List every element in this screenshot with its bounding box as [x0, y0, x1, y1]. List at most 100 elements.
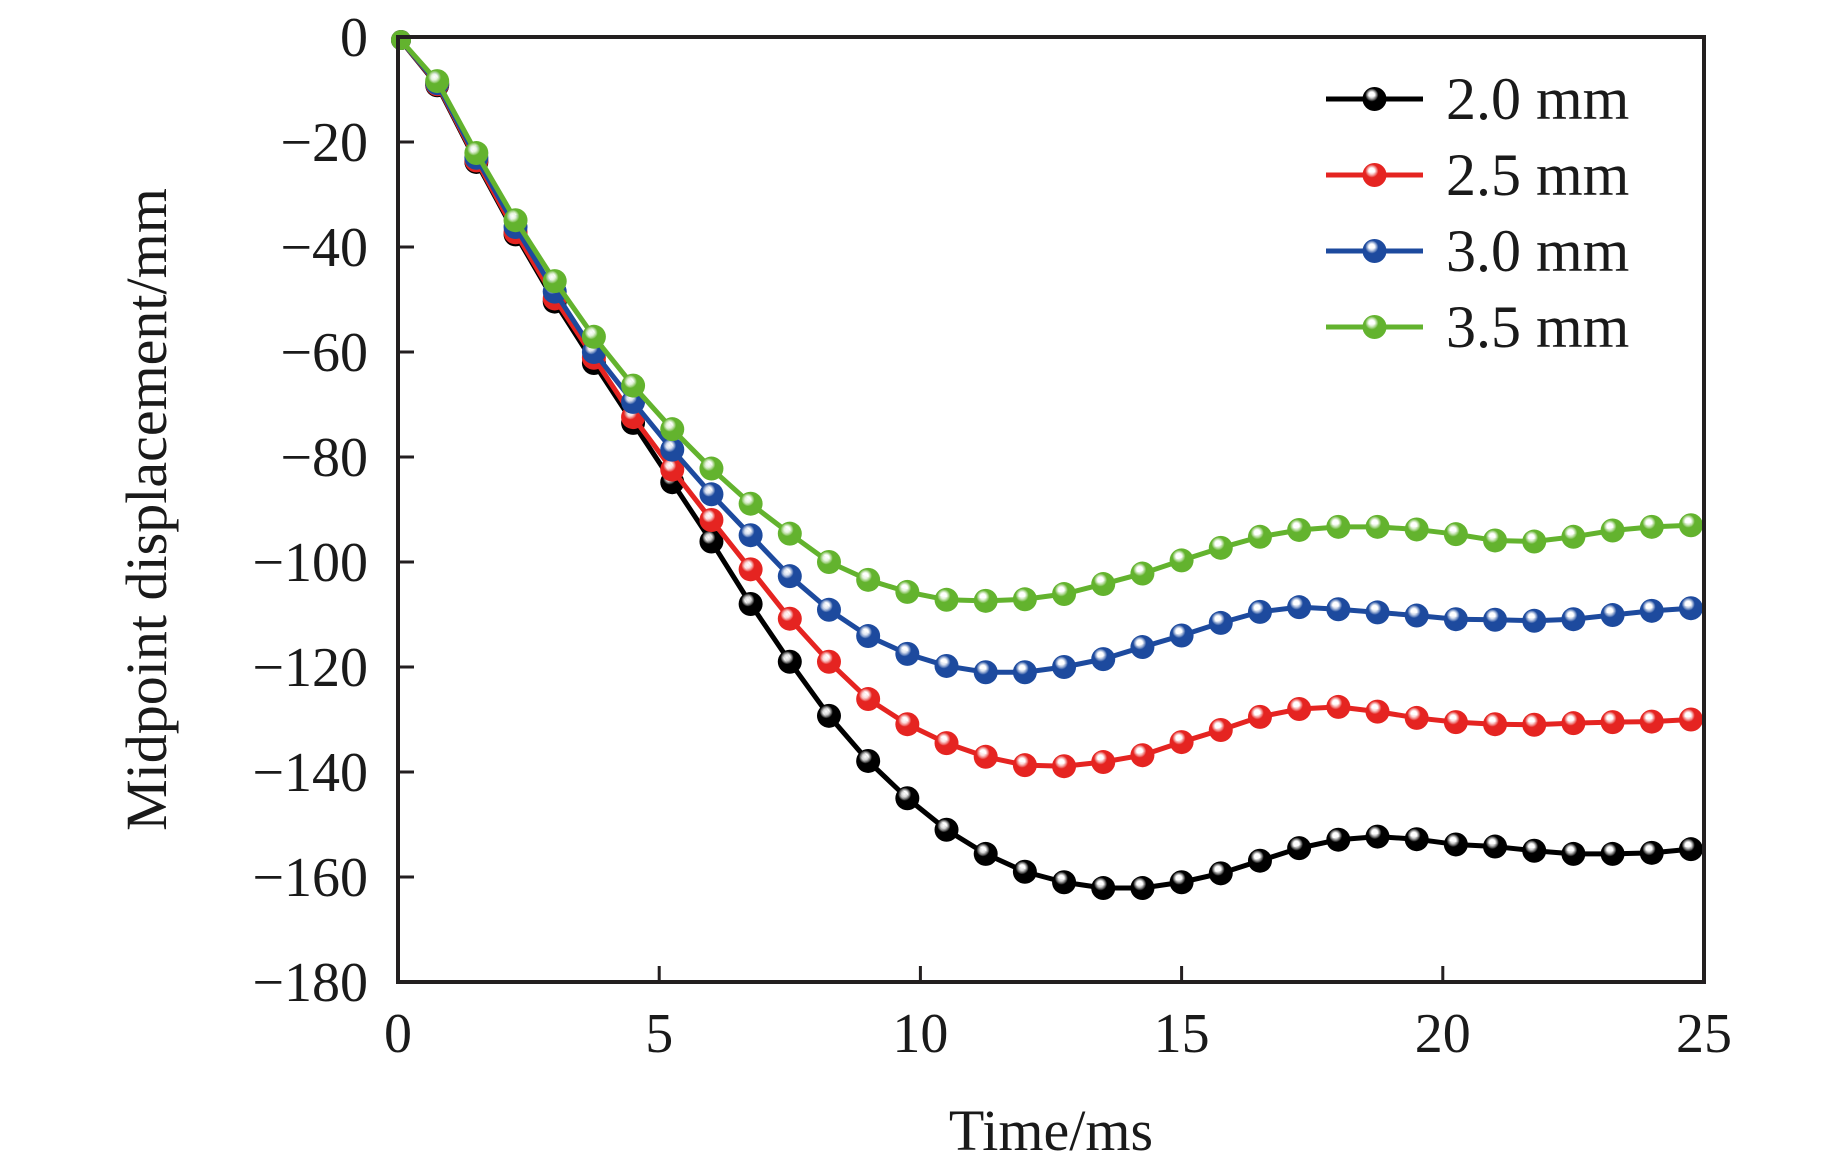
- data-point: [1639, 514, 1664, 539]
- legend-marker: [1362, 239, 1387, 263]
- data-point: [1639, 709, 1664, 734]
- data-point: [934, 731, 959, 756]
- legend-marker: [1362, 163, 1387, 187]
- data-point: [1483, 834, 1508, 859]
- data-point: [1169, 548, 1194, 573]
- legend-item: 3.0 mm: [1326, 218, 1629, 284]
- data-point: [660, 417, 685, 442]
- data-point: [1326, 514, 1351, 539]
- data-point: [973, 588, 998, 613]
- series-line: [396, 35, 1692, 891]
- y-tick-label: −20: [280, 112, 368, 174]
- y-tick-label: −180: [252, 952, 368, 1014]
- y-axis: 0 −20 −40 −60 −80 −100 −120 −140 −160 −180: [252, 7, 414, 1014]
- data-point: [1678, 513, 1703, 538]
- data-point: [777, 564, 802, 589]
- data-point: [1208, 610, 1233, 635]
- legend-label: 3.0 mm: [1446, 218, 1629, 284]
- data-point: [1522, 608, 1547, 633]
- data-point: [1678, 707, 1703, 732]
- x-tick-label: 5: [645, 1003, 673, 1065]
- data-point: [660, 457, 685, 482]
- data-point: [1012, 587, 1037, 612]
- data-point: [1600, 841, 1625, 866]
- legend-item: 2.0 mm: [1326, 66, 1629, 132]
- y-tick-label: −80: [280, 427, 368, 489]
- legend: 2.0 mm 2.5 mm 3.0 mm 3.5 mm: [1326, 66, 1629, 360]
- series-line: [396, 35, 1692, 675]
- data-point: [1169, 623, 1194, 648]
- data-point: [856, 748, 881, 773]
- data-point: [1365, 699, 1390, 724]
- data-point: [895, 579, 920, 604]
- y-tick-label: −40: [280, 217, 368, 279]
- data-point: [503, 208, 528, 233]
- data-point: [856, 624, 881, 649]
- data-point: [1404, 517, 1429, 542]
- y-tick-label: −120: [252, 637, 368, 699]
- y-tick-label: −60: [280, 322, 368, 384]
- data-point: [1247, 704, 1272, 729]
- data-point: [856, 567, 881, 592]
- data-point: [895, 712, 920, 737]
- legend-label: 3.5 mm: [1446, 294, 1629, 360]
- data-point: [1443, 522, 1468, 547]
- data-point: [1600, 518, 1625, 543]
- data-point: [816, 649, 841, 674]
- data-point: [1091, 572, 1116, 597]
- data-point: [973, 841, 998, 866]
- data-point: [699, 456, 724, 481]
- data-point: [1561, 841, 1586, 866]
- series-layer: [391, 30, 1703, 901]
- data-point: [816, 703, 841, 728]
- data-point: [738, 523, 763, 548]
- data-point: [1247, 599, 1272, 624]
- x-tick-label: 25: [1676, 1003, 1732, 1065]
- data-point: [1052, 582, 1077, 607]
- x-tick-label: 0: [384, 1003, 412, 1065]
- data-point: [1012, 753, 1037, 778]
- y-tick-label: −140: [252, 742, 368, 804]
- data-point: [1052, 754, 1077, 779]
- data-point: [1483, 712, 1508, 737]
- data-point: [973, 744, 998, 769]
- data-point: [1404, 603, 1429, 628]
- legend-label: 2.0 mm: [1446, 66, 1629, 132]
- data-point: [1130, 743, 1155, 768]
- data-point: [1678, 596, 1703, 621]
- data-point: [1130, 635, 1155, 660]
- legend-label: 2.5 mm: [1446, 142, 1629, 208]
- legend-item: 2.5 mm: [1326, 142, 1629, 208]
- series-line: [396, 35, 1692, 604]
- data-point: [1130, 561, 1155, 586]
- data-point: [1287, 697, 1312, 721]
- y-tick-label: 0: [340, 7, 368, 69]
- data-point: [1208, 861, 1233, 886]
- data-point: [738, 592, 763, 616]
- plot-frame: [396, 35, 1706, 984]
- data-point: [621, 373, 646, 398]
- data-point: [391, 30, 411, 50]
- data-point: [934, 587, 959, 612]
- y-tick-label: −160: [252, 847, 368, 909]
- data-point: [699, 508, 724, 532]
- data-point: [816, 597, 841, 622]
- legend-marker: [1362, 87, 1387, 111]
- data-point: [1639, 840, 1664, 865]
- data-point: [1208, 535, 1233, 560]
- data-point: [1169, 870, 1194, 895]
- data-point: [1600, 603, 1625, 628]
- data-point: [1522, 838, 1547, 863]
- y-tick-label: −100: [252, 532, 368, 594]
- data-point: [934, 653, 959, 678]
- data-point: [1091, 647, 1116, 672]
- data-point: [1287, 517, 1312, 542]
- data-point: [1052, 870, 1077, 895]
- x-tick-label: 15: [1154, 1003, 1210, 1065]
- data-point: [1326, 827, 1351, 852]
- data-point: [1091, 876, 1116, 901]
- data-point: [1012, 660, 1037, 685]
- data-point: [1522, 712, 1547, 737]
- data-point: [1522, 529, 1547, 554]
